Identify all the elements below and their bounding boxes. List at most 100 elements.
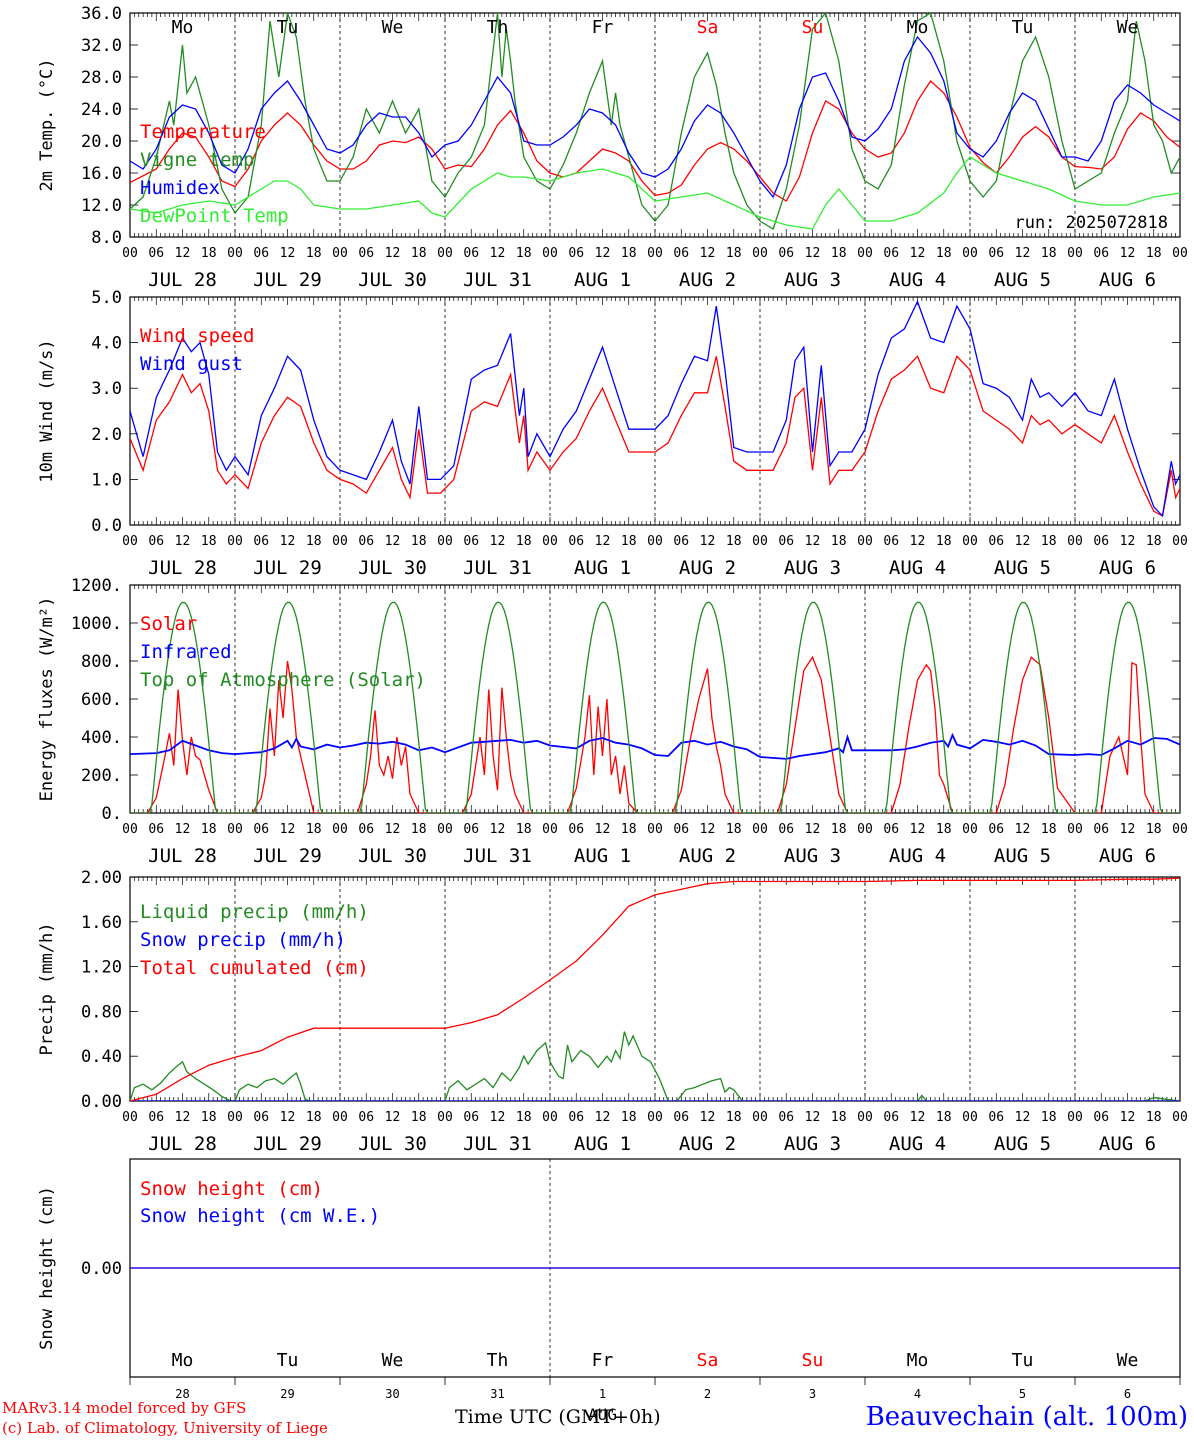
- date-label: AUG 5: [994, 269, 1051, 291]
- y-tick-label: 0.00: [81, 1259, 122, 1279]
- y-tick-label: 4.0: [91, 334, 122, 354]
- date-label: AUG 4: [889, 557, 946, 579]
- x-axis-title: Time UTC (GMT+0h): [455, 1406, 661, 1428]
- legend-entry: Wind speed: [140, 325, 254, 347]
- date-label: JUL 31: [463, 557, 532, 579]
- hour-label: 12: [700, 1110, 716, 1125]
- hour-label: 18: [516, 246, 532, 261]
- hour-label: 18: [1146, 822, 1162, 837]
- y-tick-label: 2.0: [91, 425, 122, 445]
- hour-label: 00: [962, 534, 978, 549]
- hour-label: 06: [253, 246, 269, 261]
- hour-label: 12: [1120, 1110, 1136, 1125]
- series-wind-gust: [130, 299, 1180, 518]
- date-label: AUG 2: [679, 845, 736, 867]
- y-tick-label: 0.0: [91, 516, 122, 536]
- hour-label: 18: [1146, 534, 1162, 549]
- hour-label: 00: [332, 246, 348, 261]
- hour-label: 00: [647, 534, 663, 549]
- hour-label: 06: [1093, 822, 1109, 837]
- date-label: JUL 30: [358, 845, 427, 867]
- run-label: run: 2025072818: [1014, 213, 1168, 233]
- panel-5: [129, 1158, 1181, 1385]
- hour-label: 06: [358, 822, 374, 837]
- hour-label: 18: [411, 246, 427, 261]
- day-number: 28: [175, 1387, 189, 1401]
- hour-label: 18: [621, 246, 637, 261]
- hour-label: 00: [647, 822, 663, 837]
- hour-label: 12: [490, 1110, 506, 1125]
- hour-label: 00: [437, 1110, 453, 1125]
- hour-label: 12: [280, 822, 296, 837]
- hour-label: 00: [227, 534, 243, 549]
- hour-label: 18: [306, 246, 322, 261]
- hour-label: 06: [883, 534, 899, 549]
- date-label: JUL 30: [358, 557, 427, 579]
- date-label: JUL 31: [463, 845, 532, 867]
- hour-label: 00: [542, 822, 558, 837]
- hour-label: 00: [962, 246, 978, 261]
- lab-credit: (c) Lab. of Climatology, University of L…: [2, 1419, 328, 1437]
- hour-label: 06: [148, 534, 164, 549]
- hour-label: 06: [1093, 246, 1109, 261]
- day-name: Th: [487, 17, 509, 38]
- day-name: Sa: [697, 17, 719, 38]
- legend-entry: Temperature: [140, 121, 266, 143]
- y-tick-label: 36.0: [81, 4, 122, 24]
- y-tick-label: 0.80: [81, 1002, 122, 1022]
- date-label: AUG 6: [1099, 269, 1156, 291]
- hour-label: 12: [1015, 822, 1031, 837]
- hour-label: 00: [647, 246, 663, 261]
- y-axis-title: Energy fluxes (W/m²): [37, 597, 57, 802]
- hour-label: 00: [437, 822, 453, 837]
- hour-label: 00: [962, 1110, 978, 1125]
- hour-label: 06: [358, 1110, 374, 1125]
- day-name: We: [1117, 1350, 1139, 1371]
- hour-label: 06: [988, 246, 1004, 261]
- hour-label: 00: [542, 246, 558, 261]
- hour-label: 06: [673, 246, 689, 261]
- legend-entry: Top of Atmosphere (Solar): [140, 669, 426, 691]
- day-name: Mo: [907, 1350, 929, 1371]
- hour-label: 00: [122, 246, 138, 261]
- legend-entry: Vigne temp: [140, 149, 254, 171]
- hour-label: 06: [988, 822, 1004, 837]
- y-tick-label: 16.0: [81, 164, 122, 184]
- y-tick-label: 600.: [81, 690, 122, 710]
- hour-label: 12: [805, 1110, 821, 1125]
- date-label: AUG 6: [1099, 845, 1156, 867]
- hour-label: 00: [227, 246, 243, 261]
- month-label: AUG: [588, 1405, 617, 1424]
- hour-label: 12: [700, 822, 716, 837]
- hour-label: 12: [280, 1110, 296, 1125]
- day-number: 4: [914, 1387, 921, 1401]
- hour-label: 18: [936, 1110, 952, 1125]
- hour-label: 18: [1146, 246, 1162, 261]
- panel-4: [129, 876, 1181, 1102]
- day-name: Tu: [277, 1350, 299, 1371]
- hour-label: 18: [726, 822, 742, 837]
- date-label: AUG 4: [889, 269, 946, 291]
- day-number: 5: [1019, 1387, 1026, 1401]
- date-label: AUG 3: [784, 557, 841, 579]
- y-tick-label: 8.0: [91, 228, 122, 248]
- hour-label: 06: [673, 822, 689, 837]
- series-top-of-atmosphere-solar: [130, 601, 1180, 813]
- hour-label: 18: [411, 822, 427, 837]
- hour-label: 06: [463, 534, 479, 549]
- date-label: AUG 5: [994, 845, 1051, 867]
- y-tick-label: 800.: [81, 652, 122, 672]
- hour-label: 06: [253, 1110, 269, 1125]
- y-tick-label: 1.20: [81, 958, 122, 978]
- hour-label: 18: [831, 534, 847, 549]
- hour-label: 06: [988, 534, 1004, 549]
- date-label: AUG 2: [679, 1133, 736, 1155]
- hour-label: 18: [201, 246, 217, 261]
- hour-label: 12: [490, 534, 506, 549]
- legend-entry: Snow height (cm): [140, 1178, 323, 1200]
- hour-label: 00: [857, 246, 873, 261]
- hour-label: 00: [1172, 822, 1188, 837]
- y-tick-label: 200.: [81, 766, 122, 786]
- hour-label: 00: [1172, 534, 1188, 549]
